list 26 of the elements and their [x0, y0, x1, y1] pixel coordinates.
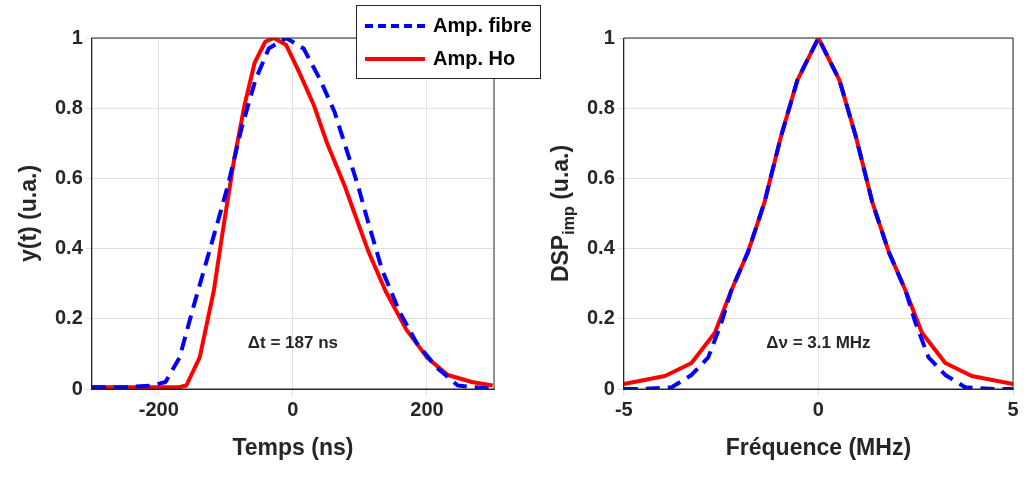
annotation: Δt = 187 ns — [247, 333, 338, 353]
annotation: Δν = 3.1 MHz — [766, 333, 871, 353]
y-tick-label: 0.8 — [586, 95, 615, 118]
legend-label: Amp. Ho — [433, 47, 516, 70]
x-axis-title: Temps (ns) — [232, 434, 354, 461]
y-tick-label: 0 — [603, 376, 615, 399]
legend-label: Amp. fibre — [433, 14, 532, 37]
y-tick-label: 0.6 — [586, 165, 615, 188]
x-axis-title: Fréquence (MHz) — [725, 434, 912, 461]
y-tick-label: 1 — [71, 25, 83, 48]
x-tick-label: 0 — [812, 397, 824, 420]
y-axis-title: y(t) (u.a.) — [15, 164, 42, 263]
y-tick-label: 0.6 — [54, 165, 83, 188]
y-tick-label: 0.8 — [54, 95, 83, 118]
x-tick-label: -5 — [614, 397, 633, 420]
x-tick-label: 5 — [1007, 397, 1019, 420]
x-tick-label: 200 — [410, 397, 444, 420]
x-tick-label: -200 — [138, 397, 179, 420]
y-axis-title: DSPimp (u.a.) — [547, 144, 578, 283]
y-tick-label: 0 — [71, 376, 83, 399]
y-tick-label: 0.4 — [586, 236, 616, 259]
y-tick-label: 0.2 — [586, 306, 615, 329]
y-tick-label: 0.4 — [54, 236, 84, 259]
x-tick-label: 0 — [287, 397, 299, 420]
y-tick-label: 0.2 — [54, 306, 83, 329]
y-tick-label: 1 — [603, 25, 615, 48]
